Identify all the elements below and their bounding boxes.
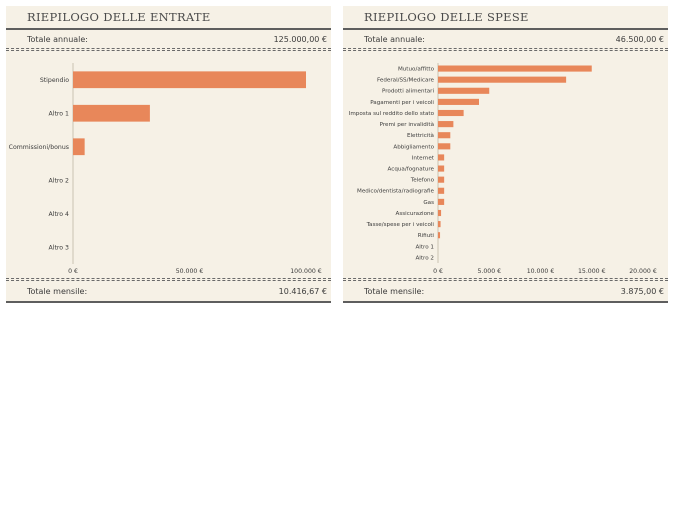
bar [438,232,441,239]
category-label: Internet [412,155,435,161]
bar [438,165,445,172]
divider [6,48,331,49]
x-tick-label: 0 € [68,268,78,275]
x-tick-label: 0 € [433,268,443,275]
category-label: Commissioni/bonus [9,144,69,151]
bar [73,138,85,156]
title-divider [343,28,668,30]
bar [438,121,454,128]
x-tick-label: 15.000 € [578,268,606,275]
category-label: Medico/dentista/radiografie [357,189,435,195]
bar [438,187,445,194]
category-label: Federal/SS/Medicare [377,78,435,84]
income-bar-chart: Stipendio Altro 1 Commissioni/bonus Altro 2… [9,63,322,275]
monthly-total-value: 10.416,67 € [278,287,327,296]
bar [438,76,567,83]
income-chart: Stipendio Altro 1 Commissioni/bonus Altro 2… [6,52,331,278]
monthly-total-label: Totale mensile: [364,287,425,296]
income-summary-panel: RIEPILOGO DELLE ENTRATE Totale annuale: … [6,6,331,303]
category-label: Premi per invalidità [380,121,434,128]
divider [6,278,331,279]
category-label: Altro 2 [49,177,70,184]
bar [438,143,451,150]
bar [438,198,445,205]
category-label: Mutuo/affitto [398,67,435,73]
category-label: Altro 2 [415,255,434,261]
category-label: Stipendio [40,77,69,84]
bar [438,176,445,183]
divider [343,50,668,51]
bar [438,65,592,72]
category-label: Altro 3 [49,244,70,251]
bottom-divider [6,301,331,303]
expense-chart: Mutuo/affitto Federal/SS/Medicare Prodotti… [343,52,668,278]
bar [438,154,445,161]
bar [438,87,490,94]
x-tick-label: 5.000 € [477,268,501,275]
x-tick-label: 20.000 € [629,268,657,275]
expense-bar-chart: Mutuo/affitto Federal/SS/Medicare Prodotti… [349,63,657,275]
annual-total-label: Totale annuale: [364,35,426,44]
category-label: Acqua/fognature [388,167,435,173]
category-label: Rifiuti [418,233,435,239]
income-summary-title: RIEPILOGO DELLE ENTRATE [27,10,211,24]
divider [6,50,331,51]
category-label: Altro 4 [49,211,70,218]
expense-summary-panel: RIEPILOGO DELLE SPESE Totale annuale: 46… [343,6,668,303]
category-label: Gas [423,200,434,206]
divider [6,280,331,281]
bar [438,132,451,139]
annual-total-label: Totale annuale: [27,35,89,44]
bar [73,104,150,122]
annual-total-value: 46.500,00 € [615,35,664,44]
category-label: Elettricità [407,132,434,139]
x-tick-label: 10.000 € [527,268,555,275]
title-divider [6,28,331,30]
monthly-total-label: Totale mensile: [27,287,88,296]
category-label: Abbigliamento [393,144,434,150]
annual-total-value: 125.000,00 € [273,35,327,44]
divider [343,280,668,281]
category-label: Prodotti alimentari [382,89,434,95]
category-label: Tasse/spese per i veicoli [366,222,435,228]
bottom-divider [343,301,668,303]
category-label: Altro 1 [415,244,434,250]
category-label: Telefono [410,178,435,184]
category-label: Imposta sul reddito dello stato [349,111,435,117]
x-tick-label: 100.000 € [290,268,322,275]
divider [343,48,668,49]
category-label: Altro 1 [49,110,70,117]
x-tick-label: 50.000 € [176,268,204,275]
category-label: Pagamenti per i veicoli [370,100,434,106]
bar [73,71,306,89]
divider [343,278,668,279]
bar [438,98,479,105]
category-label: Assicurazione [396,211,435,217]
bar [438,209,442,217]
bar [438,221,441,228]
expense-summary-title: RIEPILOGO DELLE SPESE [364,10,529,24]
bar [438,109,464,117]
monthly-total-value: 3.875,00 € [620,287,664,296]
